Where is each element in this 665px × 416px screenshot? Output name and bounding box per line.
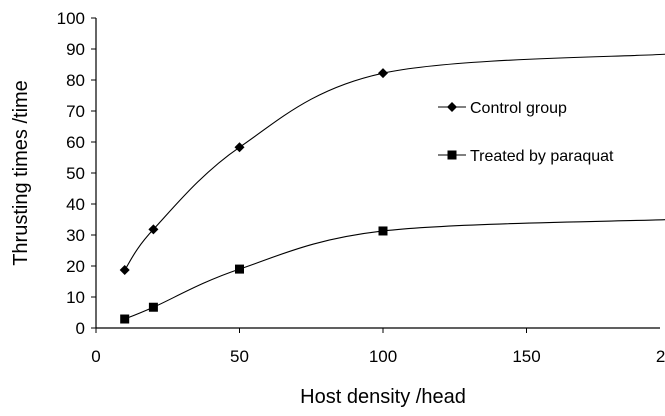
y-tick-label: 50 [66, 164, 85, 183]
control-group-point [378, 68, 388, 79]
x-tick-label: 200 [656, 347, 665, 366]
legend-control-group-label: Control group [470, 100, 567, 117]
y-tick-label: 60 [66, 133, 85, 152]
control-group-point [234, 142, 245, 153]
y-tick-label: 10 [66, 288, 85, 307]
x-tick-label: 100 [369, 347, 397, 366]
x-tick-label: 150 [512, 347, 540, 366]
y-tick-label: 40 [66, 195, 85, 214]
y-tick-label: 20 [66, 257, 85, 276]
legend-control-group-swatch-marker [447, 102, 457, 112]
legend-treated-paraquat-label: Treated by paraquat [470, 148, 614, 165]
treated-paraquat-line [124, 219, 665, 320]
y-axis-title: Thrusting times /time [10, 80, 32, 266]
data-points [119, 68, 388, 324]
tick-labels: 0 10 20 30 40 50 60 70 80 90 100 0 50 100 150 200 [57, 9, 665, 366]
x-tick-label: 50 [230, 347, 249, 366]
control-group-point [119, 265, 130, 276]
treated-paraquat-point [148, 302, 158, 312]
y-tick-label: 0 [76, 319, 85, 338]
y-tick-label: 80 [66, 71, 85, 90]
y-tick-label: 90 [66, 40, 85, 59]
x-tick-label: 0 [91, 347, 100, 366]
y-tick-label: 100 [57, 9, 85, 28]
control-group-point [148, 224, 159, 235]
treated-paraquat-point [378, 226, 388, 236]
treated-paraquat-point [235, 264, 244, 274]
treated-paraquat-point [120, 314, 130, 324]
tick-marks [91, 17, 527, 333]
axes [95, 18, 660, 329]
y-tick-label: 70 [66, 102, 85, 121]
legend-treated-paraquat-swatch-marker [447, 150, 457, 160]
series-lines [124, 53, 665, 320]
y-tick-label: 30 [66, 226, 85, 245]
legend: Control group Treated by paraquat [438, 100, 614, 165]
x-axis-title: Host density /head [300, 386, 466, 408]
